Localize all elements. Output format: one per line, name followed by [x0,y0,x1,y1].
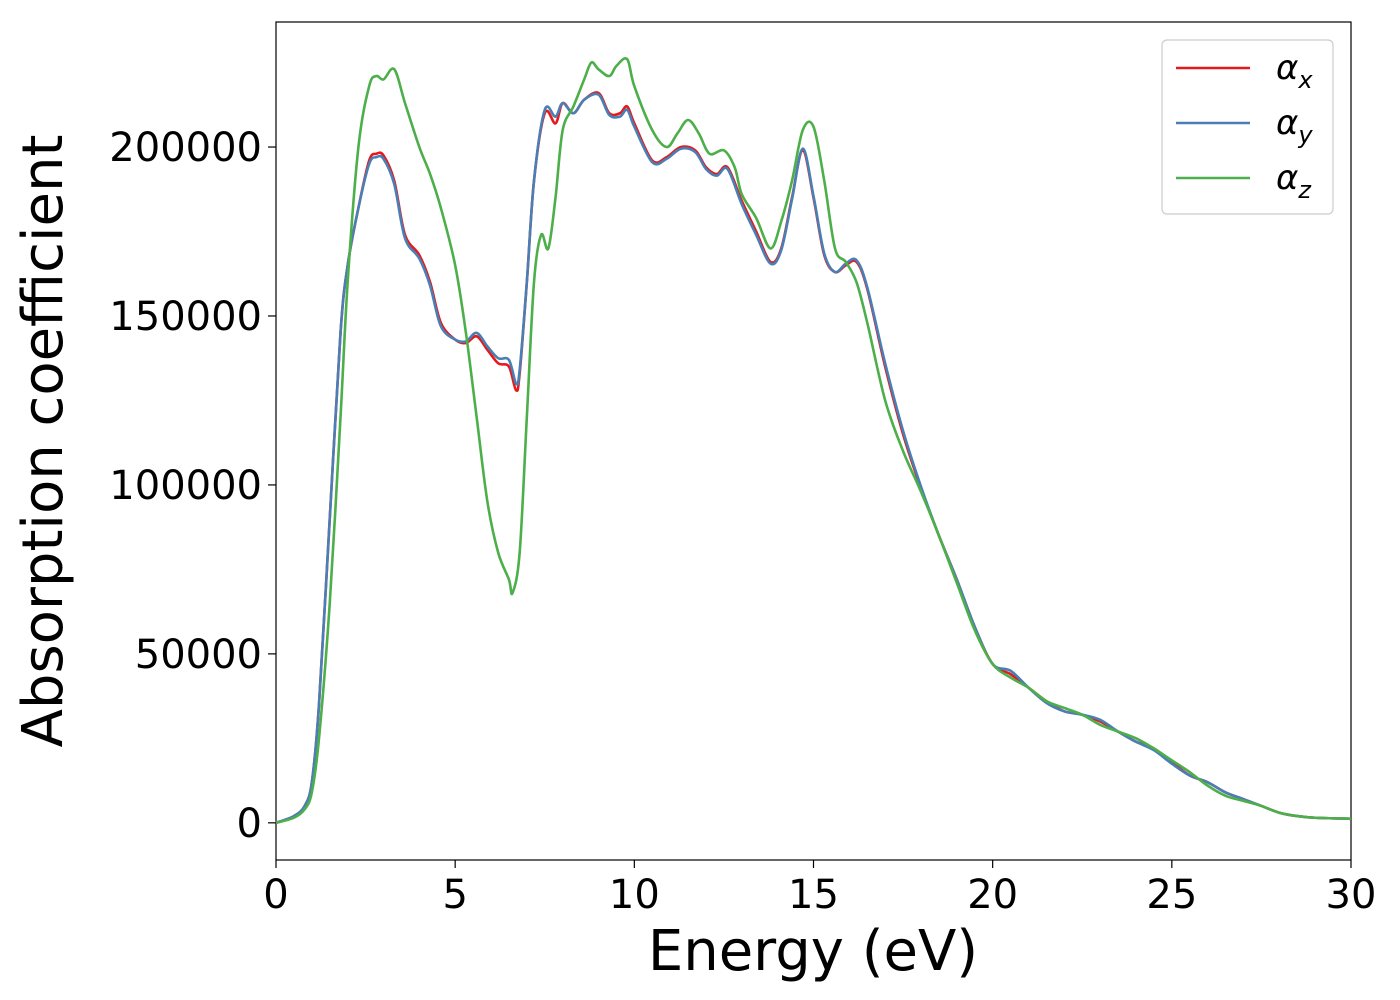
legend-subscript: z [1297,176,1312,204]
y-tick-label: 50000 [135,632,262,678]
x-tick-label: 15 [788,872,839,918]
x-tick-label: 30 [1326,872,1377,918]
series-lines [275,57,1352,825]
legend-box [1161,39,1334,215]
legend-label-alpha-x: αx [1276,48,1313,94]
x-tick-label: 0 [263,872,288,918]
y-axis-label: Absorption coefficient [11,135,76,748]
legend-symbol: α [1276,48,1298,88]
y-tick-label: 200000 [109,125,262,171]
y-axis-ticks: 0 50000 100000 150000 200000 [109,125,276,847]
x-tick-label: 10 [609,872,660,918]
x-tick-label: 20 [967,872,1018,918]
legend-label-alpha-y: αy [1276,103,1313,149]
x-axis-ticks: 0 5 10 15 20 25 30 [263,860,1376,918]
y-tick-label: 100000 [109,463,262,509]
legend-subscript: y [1297,121,1313,149]
series-line-alpha-z [275,57,1352,825]
legend-label-alpha-z: αz [1276,158,1312,204]
y-tick-label: 0 [237,801,262,847]
y-tick-label: 150000 [109,294,262,340]
x-tick-label: 5 [442,872,467,918]
legend-subscript: x [1297,66,1313,94]
legend-symbol: α [1276,103,1298,143]
x-axis-label: Energy (eV) [648,919,978,984]
legend-symbol: α [1276,158,1298,198]
x-tick-label: 25 [1146,872,1197,918]
